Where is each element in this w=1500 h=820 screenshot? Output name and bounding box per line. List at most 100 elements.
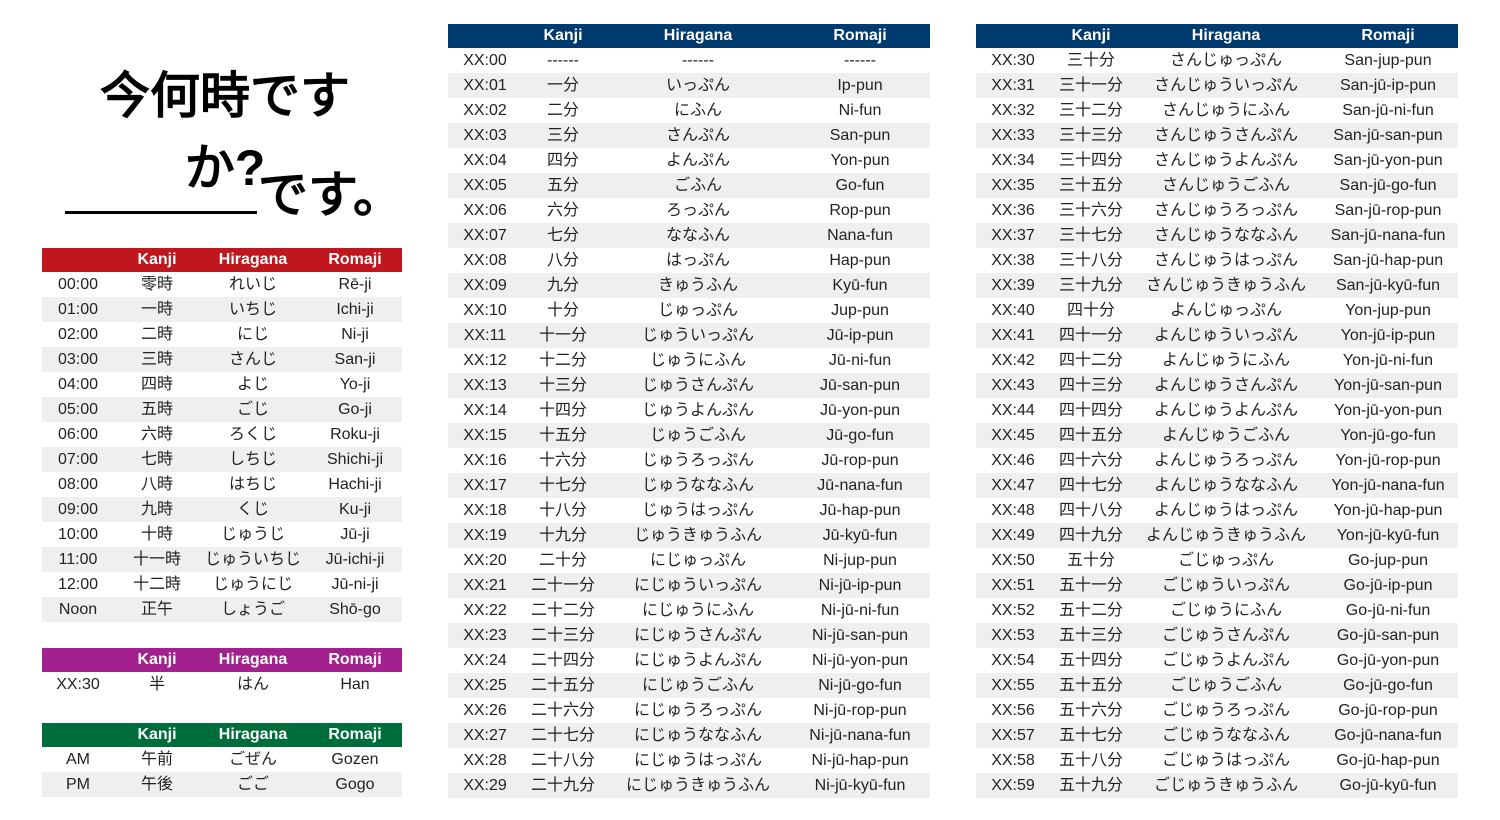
row-stripe [976, 723, 1458, 748]
table-cell: 十七分 [538, 477, 588, 494]
header-cell: Romaji [1361, 27, 1415, 44]
table-cell: AM [66, 751, 90, 768]
table-cell: XX:45 [991, 427, 1035, 444]
table-cell: Yon-jū-rop-pun [1335, 452, 1441, 469]
table-cell: Ni-jū-nana-fun [809, 727, 911, 744]
row-stripe [976, 323, 1458, 348]
table-cell: XX:17 [463, 477, 507, 494]
table-cell: XX:09 [463, 277, 507, 294]
table-cell: 三十三分 [1058, 127, 1124, 144]
table-cell: Go-ji [338, 401, 372, 418]
table-cell: XX:51 [991, 577, 1035, 594]
table-cell: さんじゅういっぷん [1153, 77, 1299, 94]
table-cell: 十一時 [132, 551, 182, 568]
table-cell: さんじゅうななふん [1153, 227, 1299, 244]
row-stripe [42, 772, 402, 797]
row-stripe [448, 123, 930, 148]
table-cell: 三十七分 [1058, 227, 1124, 244]
table-cell: San-jū-kyū-fun [1335, 277, 1441, 294]
table-cell: Hap-pun [829, 252, 891, 269]
table-cell: XX:07 [463, 227, 507, 244]
table-cell: ごじゅうさんぷん [1161, 627, 1291, 644]
table-cell: よんじゅうきゅうふん [1145, 527, 1307, 544]
table-cell: 四十五分 [1058, 427, 1124, 444]
table-cell: Shichi-ji [326, 451, 384, 468]
table-cell: Jū-kyū-fun [822, 527, 898, 544]
table-cell: じゅうにふん [649, 352, 747, 369]
table-cell: はちじ [228, 476, 278, 493]
table-cell: 五十四分 [1058, 652, 1124, 669]
table-cell: XX:24 [463, 652, 507, 669]
table-cell: Jū-ni-ji [331, 576, 379, 593]
table-cell: ななふん [665, 227, 731, 244]
table-cell: XX:14 [463, 402, 507, 419]
table-cell: XX:46 [991, 452, 1035, 469]
table-cell: 八時 [140, 476, 174, 493]
table-cell: ごぜん [228, 751, 278, 768]
header-cell: Kanji [1071, 27, 1111, 44]
table-cell: XX:50 [991, 552, 1035, 569]
row-stripe [448, 323, 930, 348]
table-header [42, 648, 402, 672]
table-cell: Hachi-ji [328, 476, 382, 493]
table-cell: ごじゅうごふん [1169, 677, 1283, 694]
table-cell: 三十九分 [1058, 277, 1124, 294]
header-cell: Hiragana [218, 651, 288, 668]
table-cell: さんじ [228, 351, 278, 368]
table-cell: 零時 [140, 276, 174, 293]
table-cell: 四十二分 [1058, 352, 1124, 369]
table-cell: Go-jū-go-fun [1343, 677, 1433, 694]
table-cell: Ni-jū-yon-pun [811, 652, 909, 669]
table-cell: よんじゅうにふん [1161, 352, 1291, 369]
table-cell: Jū-go-fun [826, 427, 894, 444]
row-stripe [42, 397, 402, 422]
table-cell: 三十二分 [1058, 102, 1124, 119]
table-cell: Ni-jū-ip-pun [818, 577, 902, 594]
row-stripe [976, 423, 1458, 448]
table-cell: さんじゅうよんぷん [1153, 152, 1299, 169]
table-cell: 四十八分 [1058, 502, 1124, 519]
table-cell: Go-jū-yon-pun [1336, 652, 1440, 669]
table-cell: 00:00 [57, 276, 99, 293]
table-cell: 二十七分 [530, 727, 596, 744]
table-cell: じゅういっぷん [641, 327, 755, 344]
table-cell: 三十八分 [1058, 252, 1124, 269]
table-cell: Han [340, 676, 370, 693]
table-cell: 七分 [546, 227, 580, 244]
table-cell: 十三分 [538, 377, 588, 394]
table-cell: XX:06 [463, 202, 507, 219]
row-stripe [448, 273, 930, 298]
row-stripe [448, 623, 930, 648]
table-cell: 四十一分 [1058, 327, 1124, 344]
table-cell: さんじゅうろっぷん [1153, 202, 1299, 219]
table-cell: Ni-jū-san-pun [811, 627, 909, 644]
table-cell: くじ [236, 501, 270, 518]
table-cell: Kyū-fun [832, 277, 888, 294]
table-cell: 01:00 [57, 301, 99, 318]
table-cell: XX:13 [463, 377, 507, 394]
table-cell: さんじゅうはっぷん [1153, 252, 1299, 269]
table-cell: 二分 [546, 102, 580, 119]
table-cell: ろっぷん [665, 202, 731, 219]
row-stripe [976, 173, 1458, 198]
table-cell: Go-jup-pun [1347, 552, 1429, 569]
table-cell: にじゅうさんぷん [633, 627, 763, 644]
row-stripe [448, 473, 930, 498]
table-cell: XX:48 [991, 502, 1035, 519]
table-cell: XX:39 [991, 277, 1035, 294]
table-cell: XX:38 [991, 252, 1035, 269]
table-cell: さんじゅうにふん [1161, 102, 1291, 119]
table-cell: XX:54 [991, 652, 1035, 669]
table-cell: にじゅうはっぷん [633, 752, 763, 769]
table-cell: Roku-ji [330, 426, 380, 443]
table-cell: XX:18 [463, 502, 507, 519]
table-cell: よんぷん [665, 152, 731, 169]
header-cell: Romaji [328, 651, 382, 668]
table-cell: Jū-rop-pun [821, 452, 899, 469]
table-cell: San-jup-pun [1344, 52, 1432, 69]
table-cell: 三十一分 [1058, 77, 1124, 94]
table-cell: Jup-pun [831, 302, 889, 319]
table-cell: XX:37 [991, 227, 1035, 244]
table-cell: ごじゅうろっぷん [1161, 702, 1291, 719]
